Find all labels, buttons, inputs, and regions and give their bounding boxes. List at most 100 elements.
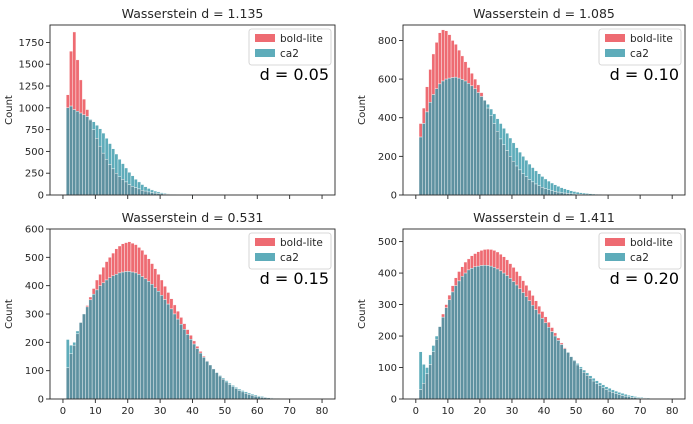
bar-overlap-56 — [244, 393, 248, 400]
bar-overlap-2 — [69, 353, 73, 400]
y-tick-label: 0 — [391, 395, 397, 406]
bar-overlap-53 — [585, 375, 590, 400]
bar-bold-lite-40 — [543, 316, 548, 324]
bar-ca2-61 — [611, 389, 615, 393]
y-tick-label: 500 — [378, 237, 397, 248]
bar-overlap-41 — [195, 348, 200, 400]
bar-ca2-43 — [553, 184, 558, 192]
bar-overlap-30 — [159, 295, 164, 400]
y-tick-label: 800 — [378, 36, 397, 47]
bar-ca2-17 — [117, 159, 122, 177]
bar-ca2-54 — [588, 375, 593, 379]
y-axis-label: Count — [357, 95, 368, 125]
bar-overlap-27 — [502, 272, 506, 400]
bar-overlap-5 — [78, 112, 83, 196]
bar-ca2-11 — [98, 128, 103, 147]
bar-ca2-3 — [425, 367, 429, 375]
bar-bold-lite-21 — [130, 242, 135, 273]
bar-overlap-17 — [470, 268, 474, 400]
bar-ca2-58 — [601, 384, 606, 388]
bar-ca2-4 — [75, 330, 80, 335]
bar-bold-lite-34 — [524, 285, 529, 297]
bar-ca2-19 — [124, 167, 128, 183]
bar-overlap-16 — [466, 83, 471, 196]
bar-overlap-35 — [176, 318, 180, 400]
bar-ca2-52 — [582, 192, 586, 195]
bar-overlap-19 — [124, 181, 128, 196]
bar-bold-lite-26 — [146, 258, 151, 282]
bar-overlap-10 — [447, 299, 452, 400]
bar-bold-lite-25 — [143, 254, 148, 280]
bar-overlap-45 — [208, 364, 213, 400]
bar-overlap-40 — [543, 188, 548, 196]
y-tick-label: 400 — [25, 281, 44, 292]
bar-ca2-26 — [498, 123, 503, 140]
x-tick-label: 0 — [60, 406, 66, 417]
bar-bold-lite-17 — [470, 73, 474, 87]
bar-overlap-7 — [438, 326, 442, 400]
bar-overlap-28 — [153, 287, 158, 400]
bar-bold-lite-9 — [91, 288, 96, 295]
bar-bold-lite-20 — [479, 92, 484, 97]
y-axis-label: Count — [4, 95, 15, 125]
bar-ca2-27 — [502, 128, 506, 145]
bar-ca2-29 — [508, 137, 513, 157]
x-tick-label: 80 — [316, 406, 329, 417]
x-tick-label: 60 — [251, 406, 264, 417]
bar-overlap-36 — [530, 181, 535, 196]
bar-bold-lite-10 — [95, 279, 99, 291]
chart-panel-2: 0 200 400 600 800 Wasserstein d = 1.085 Count b… — [357, 6, 686, 202]
bar-bold-lite-40 — [192, 340, 196, 345]
legend-swatch-bold-lite — [605, 238, 625, 246]
legend-swatch-bold-lite — [605, 34, 625, 42]
bar-ca2-18 — [121, 163, 125, 180]
bar-overlap-31 — [514, 284, 519, 400]
bar-ca2-34 — [524, 160, 529, 177]
x-tick-label: 40 — [538, 406, 551, 417]
bar-bold-lite-33 — [521, 280, 525, 293]
bar-bold-lite-15 — [111, 252, 115, 276]
y-tick-label: 400 — [378, 113, 397, 124]
bar-overlap-11 — [450, 77, 455, 196]
bar-overlap-7 — [438, 83, 442, 196]
y-tick-label: 300 — [378, 300, 397, 311]
bar-overlap-6 — [434, 88, 439, 196]
bar-bold-lite-12 — [454, 277, 458, 286]
bar-bold-lite-8 — [88, 296, 93, 301]
bar-overlap-17 — [117, 176, 122, 196]
bar-ca2-65 — [623, 394, 628, 397]
bar-bold-lite-7 — [438, 32, 442, 85]
bar-overlap-14 — [108, 277, 112, 400]
bar-overlap-37 — [534, 309, 538, 400]
bar-overlap-13 — [457, 77, 461, 196]
bar-bold-lite-18 — [121, 243, 125, 273]
bar-bold-lite-5 — [78, 79, 83, 114]
bar-overlap-53 — [234, 388, 239, 400]
bar-overlap-18 — [473, 266, 477, 400]
x-tick-label: 20 — [121, 406, 134, 417]
bar-overlap-29 — [508, 156, 513, 196]
bar-overlap-54 — [237, 390, 242, 400]
bar-overlap-37 — [182, 329, 187, 400]
bar-bold-lite-2 — [422, 107, 426, 124]
bar-ca2-60 — [607, 388, 612, 392]
bar-overlap-35 — [527, 300, 532, 400]
bar-bold-lite-27 — [150, 263, 154, 285]
bar-bold-lite-10 — [447, 34, 452, 79]
chart-title: Wasserstein d = 0.531 — [122, 210, 264, 225]
y-axis-label: Count — [4, 299, 15, 329]
bar-ca2-24 — [492, 113, 497, 124]
bar-overlap-4 — [75, 333, 80, 400]
bar-overlap-3 — [72, 344, 77, 400]
bar-bold-lite-33 — [169, 298, 174, 310]
y-tick-label: 200 — [378, 332, 397, 343]
bar-overlap-15 — [463, 272, 468, 400]
bar-bold-lite-13 — [457, 49, 461, 79]
legend: bold-lite ca2 — [598, 28, 682, 66]
bar-bold-lite-38 — [537, 305, 541, 315]
bar-bold-lite-1 — [65, 94, 70, 109]
legend: bold-lite ca2 — [248, 232, 332, 270]
bar-overlap-20 — [479, 96, 484, 196]
bar-ca2-15 — [111, 148, 115, 170]
bar-overlap-48 — [569, 356, 574, 400]
